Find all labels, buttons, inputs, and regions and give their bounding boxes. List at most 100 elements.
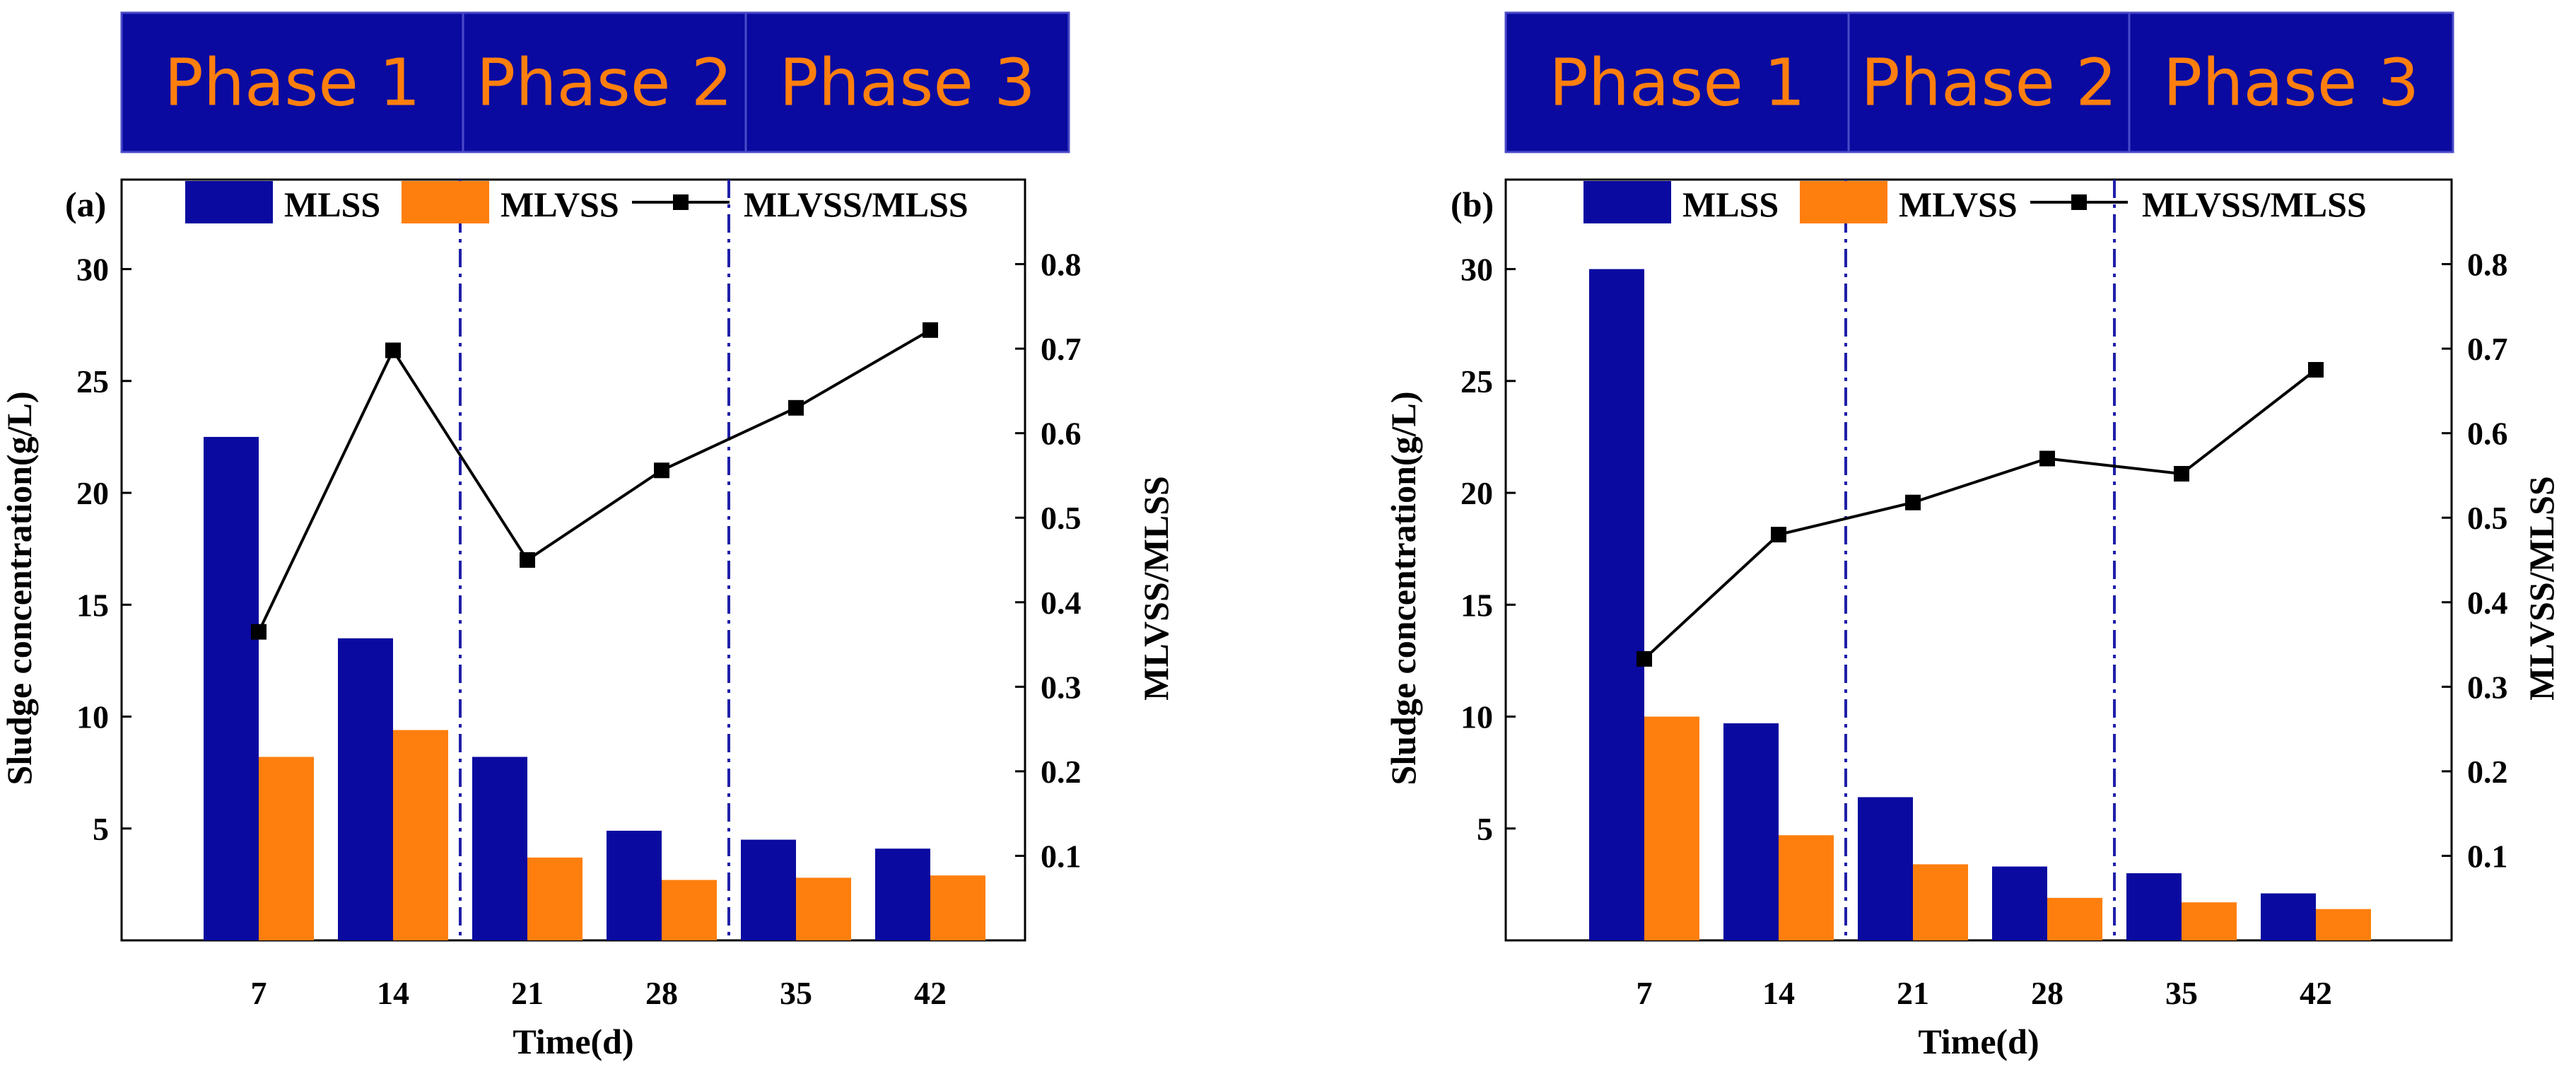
y2-tick-label: 0.7 [1041, 331, 1082, 367]
bar-mlvss-42 [930, 875, 985, 940]
phase-box-1 [1504, 11, 1850, 153]
y-tick-label: 20 [76, 475, 109, 511]
y2-axis-title: MLVSS/MLSS [1136, 476, 1176, 701]
phase-label-3: Phase 3 [2163, 45, 2419, 121]
y2-tick-label: 0.6 [2467, 416, 2508, 452]
y2-tick-label: 0.6 [1041, 416, 1082, 452]
line-mlvss-mlss [1643, 368, 2317, 660]
y-axis-title: Sludge concentration(g/L) [1383, 392, 1423, 786]
bar-mlss-28 [1992, 866, 2047, 940]
y2-tick-label: 0.4 [1041, 585, 1082, 621]
point-mlvss-mlss-28 [654, 462, 669, 479]
legend-marker-ratio [2071, 194, 2087, 210]
point-mlvss-mlss-28 [2039, 450, 2055, 467]
legend-swatch-mlss [1583, 181, 1671, 223]
point-mlvss-mlss-21 [520, 552, 535, 568]
legend-swatch-mlvss [402, 181, 489, 223]
bar-mlvss-7 [259, 757, 314, 940]
point-mlvss-mlss-42 [2308, 362, 2324, 378]
y-tick-label: 10 [1460, 699, 1493, 735]
y2-tick-label: 0.7 [2467, 331, 2508, 367]
point-mlvss-mlss-21 [1905, 494, 1921, 510]
y-tick-label: 30 [76, 252, 109, 288]
y2-tick-label: 0.3 [1041, 669, 1082, 705]
point-mlvss-mlss-35 [788, 399, 804, 416]
legend-swatch-mlvss [1800, 181, 1887, 223]
bar-mlvss-35 [2182, 902, 2237, 940]
x-tick-label: 35 [2165, 975, 2198, 1011]
plot-frame [1504, 178, 2453, 942]
phase-box-2 [1847, 11, 2131, 153]
phase-label-1: Phase 1 [1549, 45, 1805, 121]
y2-tick-label: 0.1 [2467, 838, 2508, 874]
bar-mlvss-35 [796, 877, 851, 940]
bar-mlvss-28 [662, 880, 717, 940]
bar-mlss-7 [1589, 269, 1644, 940]
legend-label-ratio: MLVSS/MLSS [2142, 185, 2367, 224]
bar-mlss-35 [741, 839, 796, 940]
line-mlvss-mlss [257, 329, 932, 633]
legend-label-mlss: MLSS [284, 185, 380, 224]
y-tick-label: 5 [1477, 811, 1493, 847]
y2-tick-label: 0.8 [1041, 247, 1082, 283]
y-tick-label: 5 [93, 811, 109, 847]
x-tick-label: 14 [1762, 975, 1795, 1011]
point-mlvss-mlss-7 [251, 624, 267, 640]
y-tick-label: 10 [76, 699, 109, 735]
bar-mlss-42 [875, 848, 930, 940]
x-tick-label: 21 [511, 975, 544, 1011]
bar-mlvss-7 [1644, 716, 1699, 940]
bar-mlss-21 [1858, 797, 1913, 940]
bar-mlss-42 [2261, 893, 2316, 940]
x-axis-title: Time(d) [1918, 1022, 2039, 1061]
y2-tick-label: 0.5 [1041, 500, 1082, 536]
bar-mlvss-42 [2316, 909, 2371, 940]
bar-mlvss-14 [393, 730, 448, 940]
point-mlvss-mlss-14 [1771, 527, 1786, 543]
phase-label-3: Phase 3 [779, 45, 1035, 121]
x-tick-label: 7 [1637, 975, 1653, 1011]
bar-mlvss-14 [1779, 835, 1834, 940]
phase-label-2: Phase 2 [1861, 45, 2117, 121]
x-tick-label: 35 [780, 975, 812, 1011]
x-tick-label: 21 [1897, 975, 1929, 1011]
legend-label-mlss: MLSS [1682, 185, 1779, 224]
bar-mlvss-21 [527, 857, 582, 940]
y2-tick-label: 0.8 [2467, 247, 2508, 283]
bar-mlvss-21 [1913, 864, 1968, 940]
panel-b: Phase 1 Phase 2 Phase 3 5 10 15 20 25 30 0.1 0.2 0.… [1383, 11, 2561, 1061]
y2-tick-label: 0.1 [1041, 838, 1082, 874]
x-tick-label: 42 [2300, 975, 2332, 1011]
point-mlvss-mlss-14 [385, 342, 401, 358]
bar-mlss-7 [204, 436, 259, 940]
bar-mlss-14 [338, 638, 393, 940]
phase-box-3 [2128, 11, 2454, 153]
legend: MLSS MLVSS MLVSS/MLSS [1583, 181, 2367, 224]
y-tick-label: 25 [1460, 363, 1493, 399]
bar-mlvss-28 [2047, 897, 2102, 940]
phase-box-3 [744, 11, 1070, 153]
legend-label-mlvss: MLVSS [1899, 185, 2018, 224]
y-tick-label: 30 [1460, 252, 1493, 288]
panel-a: Phase 1 Phase 2 Phase 3 5 10 15 20 25 30 0.1 0.2 0.… [0, 11, 1176, 1061]
bar-mlss-28 [607, 830, 662, 940]
y2-tick-label: 0.3 [2467, 669, 2508, 705]
y2-tick-label: 0.4 [2467, 585, 2508, 621]
x-tick-label: 7 [251, 975, 267, 1011]
y2-tick-label: 0.5 [2467, 500, 2508, 536]
phase-box-2 [462, 11, 747, 153]
y2-tick-label: 0.2 [1041, 754, 1082, 790]
x-tick-label: 14 [377, 975, 409, 1011]
legend: MLSS MLVSS MLVSS/MLSS [185, 181, 968, 224]
panel-label: (a) [65, 185, 106, 224]
legend-label-ratio: MLVSS/MLSS [744, 185, 968, 224]
legend-swatch-mlss [185, 181, 273, 223]
y-tick-label: 15 [76, 587, 109, 623]
x-tick-label: 28 [645, 975, 678, 1011]
bar-mlss-35 [2126, 873, 2182, 940]
y-axis-title: Sludge concentration(g/L) [0, 392, 39, 786]
y2-tick-label: 0.2 [2467, 754, 2508, 790]
point-mlvss-mlss-42 [923, 322, 938, 338]
x-tick-label: 28 [2031, 975, 2063, 1011]
